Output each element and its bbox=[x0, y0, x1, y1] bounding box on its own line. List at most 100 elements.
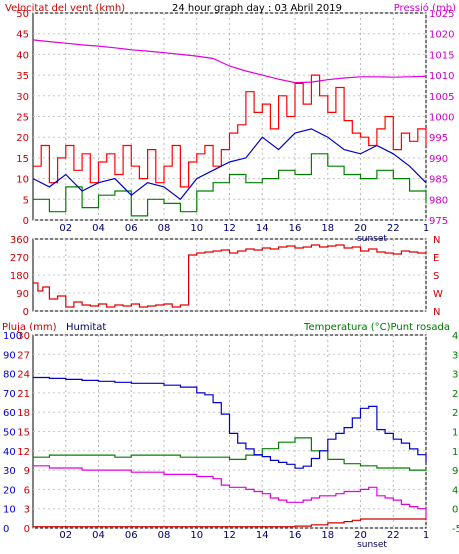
humidity-y-tick-label: 60 bbox=[3, 408, 16, 419]
wind-y-tick-label: 25 bbox=[16, 113, 29, 124]
humidity-y-tick-label: 30 bbox=[3, 466, 16, 477]
pressure-y-tick-label: 1020 bbox=[429, 30, 454, 41]
rain-y-tick-label: 12 bbox=[17, 447, 30, 458]
humidity-line bbox=[33, 376, 427, 469]
x-tick-label: 14 bbox=[256, 530, 269, 541]
pressure-y-tick-label: 995 bbox=[429, 133, 448, 144]
x-tick-label: 18 bbox=[321, 530, 334, 541]
temp-y-tick-label: 36 bbox=[452, 350, 459, 361]
humidity-y-tick-label: 70 bbox=[3, 389, 16, 400]
pressure-y-tick-label: 1000 bbox=[429, 113, 454, 124]
sunset-label-bottom: sunset bbox=[357, 540, 387, 550]
humidity-y-tick-label: 0 bbox=[3, 524, 9, 535]
rain-line bbox=[33, 518, 426, 528]
wind-axis-title: Velocitat del vent (kmh) bbox=[5, 3, 125, 14]
x-tick-label: 20 bbox=[354, 530, 367, 541]
pressure-axis-title: Pressió (mb) bbox=[394, 2, 456, 14]
x-tick-label: 22 bbox=[387, 530, 400, 541]
wind-y-tick-label: 5 bbox=[23, 195, 29, 206]
wind-y-tick-label: 15 bbox=[16, 154, 29, 165]
humidity-axis-title: Humitat bbox=[66, 322, 106, 333]
rain-y-tick-label: 6 bbox=[24, 485, 30, 496]
rain-y-tick-label: 18 bbox=[17, 408, 30, 419]
pressure-y-tick-label: 1010 bbox=[429, 71, 454, 82]
x-tick-label: 06 bbox=[125, 530, 138, 541]
tick-labels: 0202040406060808101012121414161618182020… bbox=[3, 9, 459, 541]
wind-y-tick-label: 35 bbox=[16, 71, 29, 82]
x-tick-label: 12 bbox=[223, 223, 236, 234]
compass-tick-label: E bbox=[433, 253, 439, 264]
wind-y-tick-label: 50 bbox=[16, 9, 29, 20]
x-tick-label: 18 bbox=[321, 223, 334, 234]
x-tick-label: 22 bbox=[387, 223, 400, 234]
temp-y-tick-label: 31 bbox=[452, 370, 459, 381]
wind-average-line bbox=[32, 128, 427, 201]
direction-y-tick-label: 360 bbox=[10, 235, 29, 246]
rain-y-tick-label: 24 bbox=[17, 370, 30, 381]
temp-y-tick-label: 9 bbox=[452, 466, 458, 477]
x-tick-label: 06 bbox=[125, 223, 138, 234]
compass-tick-label: S bbox=[433, 271, 439, 282]
direction-y-tick-label: 180 bbox=[10, 271, 29, 282]
x-tick-label: 14 bbox=[256, 223, 269, 234]
x-tick-label: 16 bbox=[289, 530, 302, 541]
temp-y-tick-label: 40 bbox=[452, 331, 459, 342]
pressure-line bbox=[32, 39, 427, 84]
rain-y-tick-label: 21 bbox=[17, 389, 30, 400]
temp-y-tick-label: 13 bbox=[452, 447, 459, 458]
wind-low-line bbox=[33, 153, 427, 217]
rain-axis-title: Pluja (mm) bbox=[2, 322, 57, 333]
rain-y-tick-label: 30 bbox=[17, 331, 30, 342]
x-tick-label: 02 bbox=[59, 530, 72, 541]
dewpoint-line bbox=[33, 465, 427, 520]
rain-y-tick-label: 9 bbox=[24, 466, 30, 477]
temp-dew-axis-title: Temperatura (°C)Punt rosada bbox=[303, 322, 450, 333]
wind-y-tick-label: 30 bbox=[16, 92, 29, 103]
x-tick-label: 1 bbox=[423, 223, 429, 234]
wind-y-tick-label: 10 bbox=[16, 175, 29, 186]
sunset-label-top: sunset bbox=[357, 234, 387, 244]
humidity-y-tick-label: 80 bbox=[3, 370, 16, 381]
temp-y-tick-label: -5 bbox=[452, 524, 459, 535]
direction-y-tick-label: 0 bbox=[23, 307, 29, 318]
pressure-y-tick-label: 1025 bbox=[429, 9, 454, 20]
temp-y-tick-label: 0 bbox=[452, 505, 458, 516]
pressure-y-tick-label: 975 bbox=[429, 216, 448, 227]
wind-direction-line bbox=[33, 244, 427, 308]
rain-y-tick-label: 3 bbox=[24, 505, 30, 516]
temp-y-tick-label: 27 bbox=[452, 389, 459, 400]
temp-y-tick-label: 22 bbox=[452, 408, 459, 419]
pressure-y-tick-label: 985 bbox=[429, 175, 448, 186]
x-tick-label: 02 bbox=[59, 223, 72, 234]
wind-y-tick-label: 20 bbox=[16, 133, 29, 144]
series-layer bbox=[32, 39, 427, 528]
humidity-y-tick-label: 10 bbox=[3, 505, 16, 516]
x-tick-label: 10 bbox=[190, 223, 203, 234]
temp-y-tick-label: 18 bbox=[452, 428, 459, 439]
x-tick-label: 20 bbox=[354, 223, 367, 234]
x-tick-label: 1 bbox=[423, 530, 429, 541]
compass-tick-label: W bbox=[433, 289, 443, 300]
rain-y-tick-label: 27 bbox=[17, 350, 30, 361]
rain-y-tick-label: 0 bbox=[24, 524, 30, 535]
pressure-y-tick-label: 1005 bbox=[429, 92, 454, 103]
compass-tick-label: N bbox=[433, 235, 440, 246]
rain-y-tick-label: 15 bbox=[17, 428, 30, 439]
compass-tick-label: N bbox=[433, 307, 440, 318]
temp-y-tick-label: 4 bbox=[452, 485, 458, 496]
chart-title: 24 hour graph day : 03 Abril 2019 bbox=[172, 3, 342, 14]
x-tick-label: 08 bbox=[158, 530, 171, 541]
humidity-y-tick-label: 20 bbox=[3, 485, 16, 496]
humidity-y-tick-label: 50 bbox=[3, 428, 16, 439]
direction-y-tick-label: 270 bbox=[10, 253, 29, 264]
pressure-y-tick-label: 990 bbox=[429, 154, 448, 165]
wind-speed-line bbox=[33, 74, 427, 188]
x-tick-label: 12 bbox=[223, 530, 236, 541]
wind-y-tick-label: 0 bbox=[23, 216, 29, 227]
x-tick-label: 10 bbox=[190, 530, 203, 541]
pressure-y-tick-label: 980 bbox=[429, 195, 448, 206]
pressure-y-tick-label: 1015 bbox=[429, 50, 454, 61]
humidity-y-tick-label: 100 bbox=[3, 331, 22, 342]
wind-y-tick-label: 40 bbox=[16, 50, 29, 61]
x-tick-label: 16 bbox=[289, 223, 302, 234]
